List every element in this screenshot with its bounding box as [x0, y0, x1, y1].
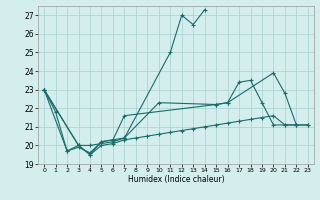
X-axis label: Humidex (Indice chaleur): Humidex (Indice chaleur)	[128, 175, 224, 184]
